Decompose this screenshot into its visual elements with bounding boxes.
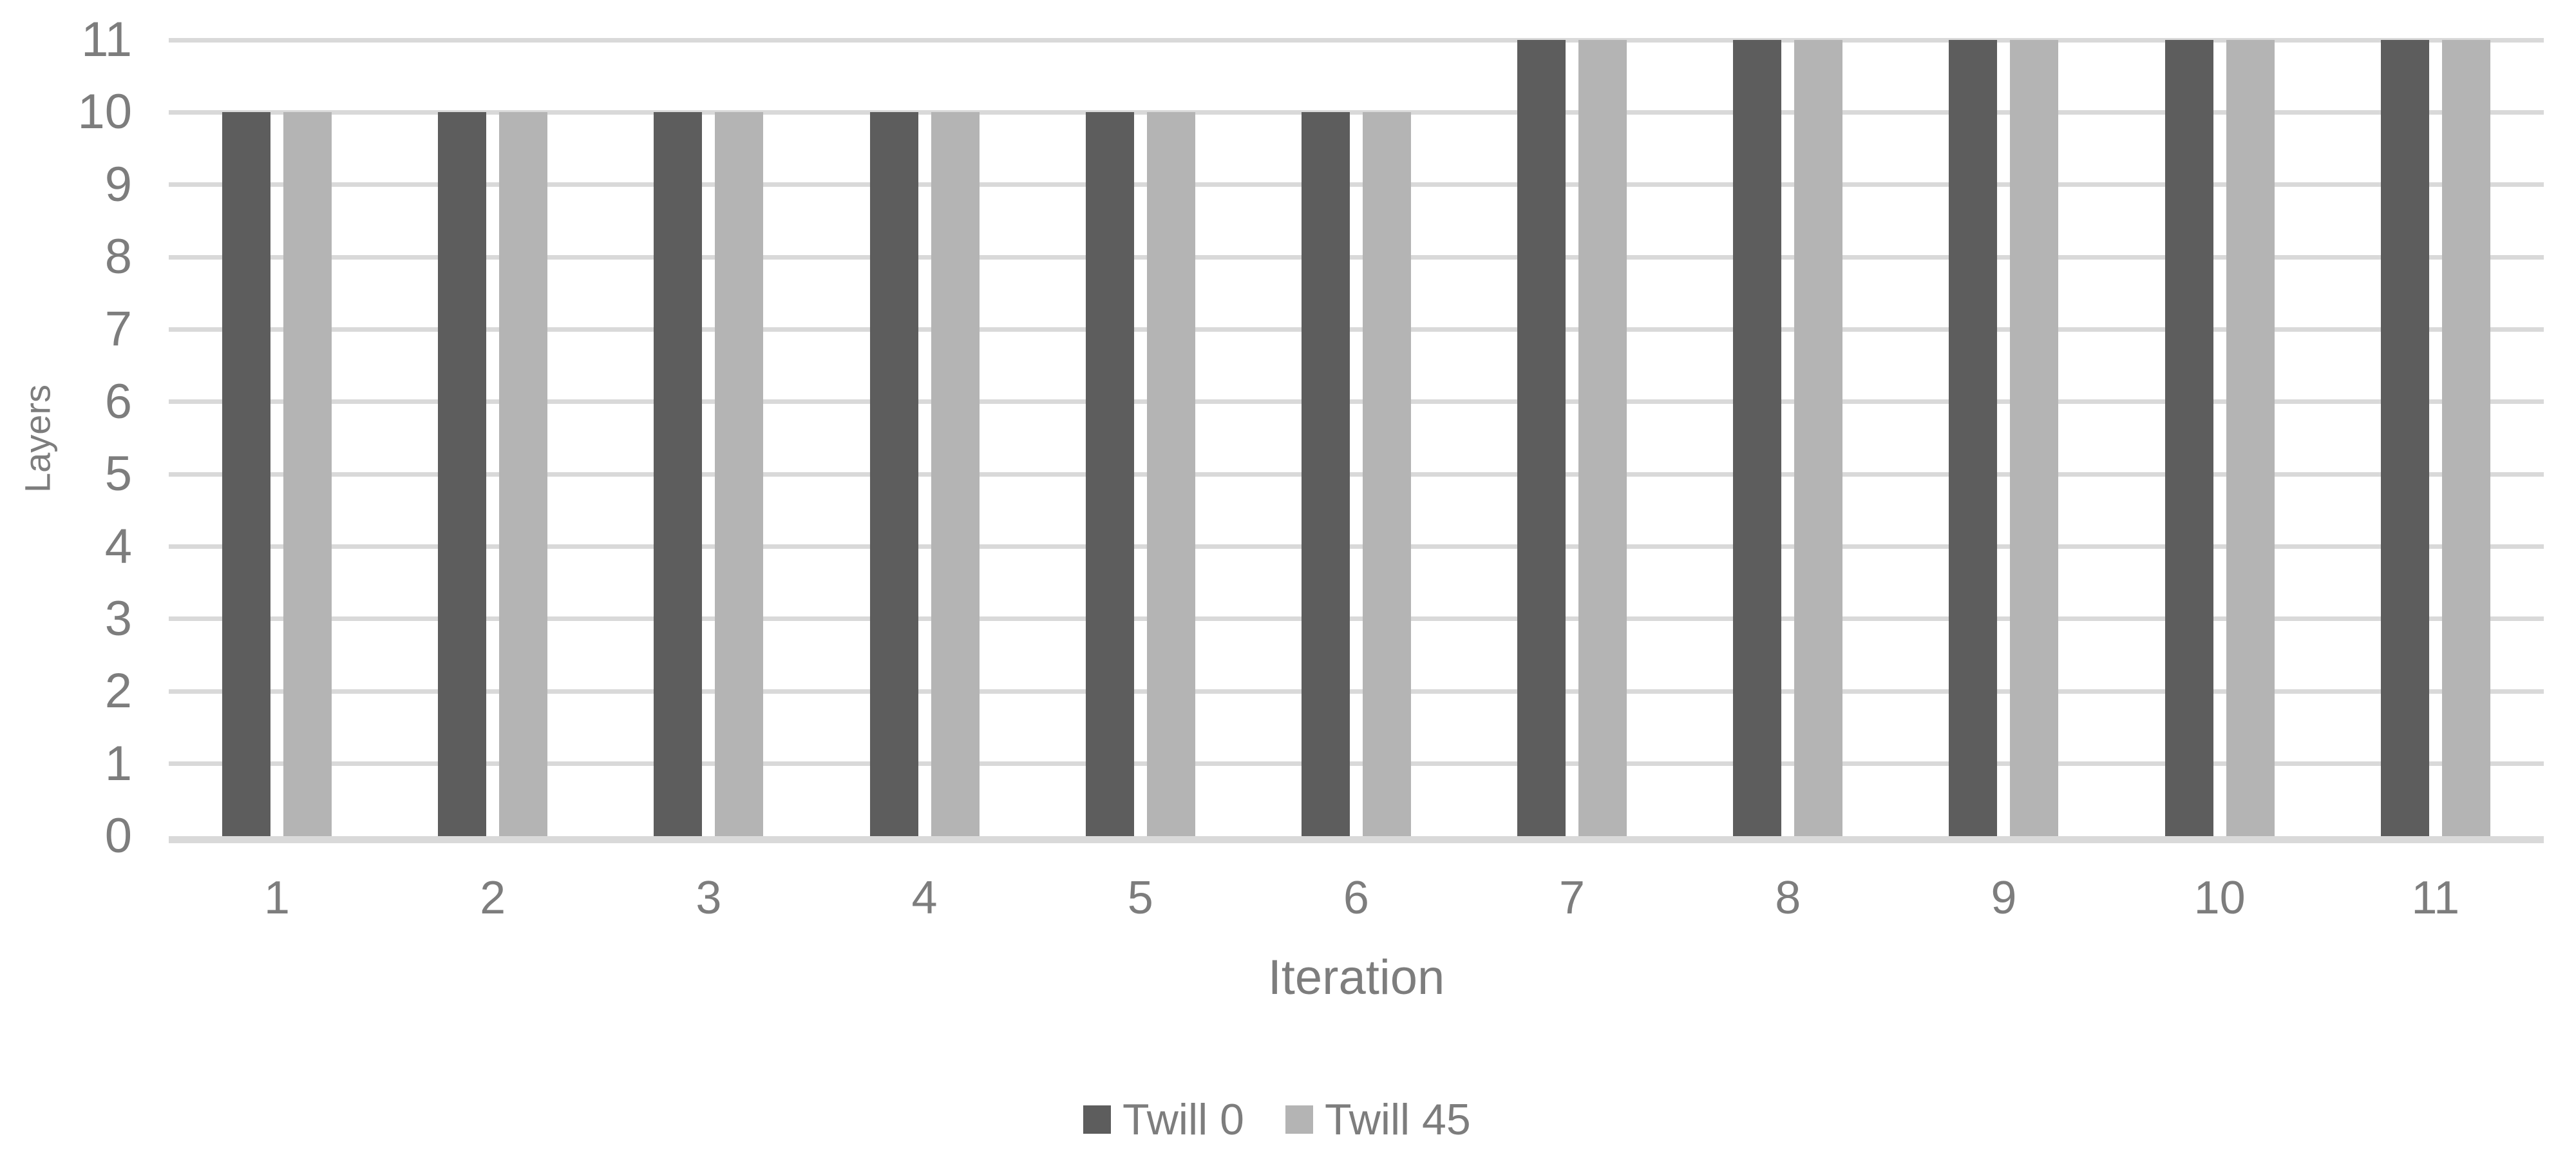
- legend-swatch-twill-0-icon: [1083, 1105, 1111, 1134]
- bar-twill-0-iteration-10: [2164, 40, 2213, 836]
- bar-twill-45-iteration-4: [931, 112, 980, 836]
- legend-swatch-twill-45-icon: [1285, 1105, 1313, 1134]
- gridline: [169, 254, 2544, 260]
- x-tick-label: 7: [1559, 872, 1586, 924]
- x-axis-title: Iteration: [1267, 950, 1445, 1005]
- gridline: [169, 327, 2544, 332]
- bar-twill-0-iteration-5: [1085, 112, 1134, 836]
- y-tick-label: 4: [104, 519, 132, 574]
- bar-twill-0-iteration-7: [1517, 40, 1566, 836]
- x-tick-label: 10: [2193, 872, 2246, 924]
- bar-twill-45-iteration-1: [283, 112, 332, 836]
- y-tick-label: 6: [104, 374, 132, 429]
- gridline: [169, 182, 2544, 187]
- y-tick-label: 10: [77, 84, 132, 140]
- gridline: [169, 544, 2544, 549]
- y-tick-label: 3: [104, 591, 132, 646]
- bar-twill-0-iteration-4: [869, 112, 918, 836]
- bar-twill-45-iteration-3: [715, 112, 764, 836]
- gridline: [169, 761, 2544, 767]
- bar-twill-0-iteration-1: [222, 112, 270, 836]
- bar-twill-0-iteration-9: [1949, 40, 1998, 836]
- y-tick-label: 2: [104, 663, 132, 719]
- y-tick-label: 9: [104, 157, 132, 212]
- x-tick-label: 8: [1775, 872, 1801, 924]
- bar-twill-45-iteration-10: [2226, 40, 2275, 836]
- legend-label: Twill 0: [1122, 1095, 1244, 1144]
- y-tick-label: 1: [104, 736, 132, 791]
- gridline: [169, 689, 2544, 694]
- bar-twill-45-iteration-8: [1794, 40, 1843, 836]
- y-tick-label: 0: [104, 808, 132, 863]
- gridline: [169, 616, 2544, 622]
- bar-twill-0-iteration-11: [2380, 40, 2429, 836]
- bar-twill-45-iteration-5: [1146, 112, 1195, 836]
- bar-twill-45-iteration-7: [1578, 40, 1627, 836]
- x-tick-label: 5: [1127, 872, 1153, 924]
- gridline: [169, 472, 2544, 477]
- bar-twill-0-iteration-8: [1733, 40, 1782, 836]
- y-tick-label: 7: [104, 301, 132, 357]
- x-axis-line: [169, 836, 2544, 843]
- x-tick-label: 1: [263, 872, 290, 924]
- y-tick-label: 8: [104, 229, 132, 285]
- y-tick-label: 11: [81, 12, 132, 68]
- y-tick-label: 5: [104, 446, 132, 502]
- x-tick-label: 6: [1343, 872, 1369, 924]
- legend-label: Twill 45: [1324, 1095, 1471, 1144]
- gridline: [169, 399, 2544, 405]
- x-tick-label: 3: [696, 872, 722, 924]
- bar-twill-45-iteration-6: [1362, 112, 1411, 836]
- bar-twill-45-iteration-2: [499, 112, 548, 836]
- legend: Twill 0 Twill 45: [1083, 1096, 1471, 1143]
- bar-twill-0-iteration-3: [654, 112, 703, 836]
- legend-item-twill-0: Twill 0: [1083, 1096, 1244, 1143]
- bar-twill-45-iteration-11: [2441, 40, 2490, 836]
- bar-twill-0-iteration-6: [1301, 112, 1350, 836]
- x-tick-label: 11: [2411, 872, 2460, 924]
- bar-twill-0-iteration-2: [438, 112, 487, 836]
- gridline: [169, 37, 2544, 43]
- gridline: [169, 110, 2544, 115]
- x-tick-label: 4: [911, 872, 938, 924]
- legend-item-twill-45: Twill 45: [1285, 1096, 1471, 1143]
- x-tick-label: 9: [1991, 872, 2017, 924]
- bar-twill-45-iteration-9: [2010, 40, 2059, 836]
- x-tick-label: 2: [480, 872, 506, 924]
